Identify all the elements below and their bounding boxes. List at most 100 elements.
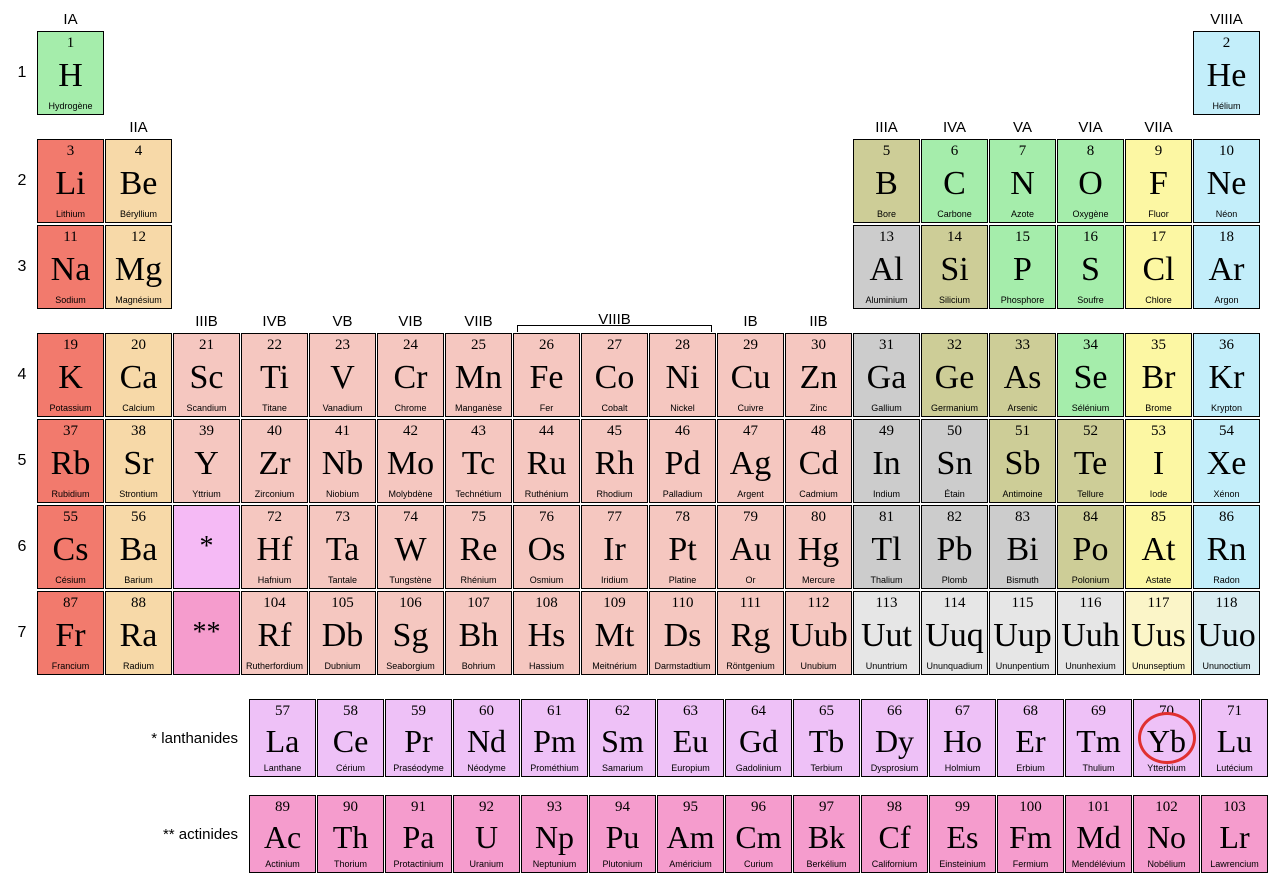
element-At: 85AtAstate: [1125, 505, 1192, 589]
element-Ho: 67HoHolmium: [929, 699, 996, 777]
element-name: Gadolinium: [726, 763, 791, 773]
element-name: Germanium: [922, 403, 987, 413]
element-symbol: Np: [535, 821, 574, 853]
element-Uup: 115UupUnunpentium: [989, 591, 1056, 675]
element-symbol: Tm: [1076, 725, 1120, 757]
element-Sn: 50SnÉtain: [921, 419, 988, 503]
element-name: Or: [718, 575, 783, 585]
element-name: Argon: [1194, 295, 1259, 305]
element-name: Rubidium: [38, 489, 103, 499]
element-Sb: 51SbAntimoine: [989, 419, 1056, 503]
element-name: Actinium: [250, 859, 315, 869]
element-Pu: 94PuPlutonium: [589, 795, 656, 873]
element-name: Praséodyme: [386, 763, 451, 773]
element-name: Néodyme: [454, 763, 519, 773]
group-label-11: IB: [717, 310, 784, 332]
atomic-number: 4: [135, 144, 143, 159]
atomic-number: 106: [399, 596, 422, 611]
element-Pb: 82PbPlomb: [921, 505, 988, 589]
element-Te: 52TeTellure: [1057, 419, 1124, 503]
element-symbol: Ca: [120, 361, 158, 395]
element-Mg: 12MgMagnésium: [105, 225, 172, 309]
atomic-number: 87: [63, 596, 78, 611]
element-Uut: 113UutUnuntrium: [853, 591, 920, 675]
element-name: Hafnium: [242, 575, 307, 585]
element-name: Nobélium: [1134, 859, 1199, 869]
group-label-4: IVB: [241, 310, 308, 332]
period-label-3: 3: [8, 225, 36, 309]
element-symbol: Uut: [861, 619, 912, 653]
element-Zr: 40ZrZirconium: [241, 419, 308, 503]
atomic-number: 18: [1219, 230, 1234, 245]
element-symbol: Es: [947, 821, 979, 853]
element-name: Fluor: [1126, 209, 1191, 219]
period-label-5: 5: [8, 419, 36, 503]
element-Uuq: 114UuqUnunquadium: [921, 591, 988, 675]
series-label: ** actinides: [8, 795, 248, 873]
atomic-number: 100: [1019, 800, 1042, 815]
element-Sg: 106SgSeaborgium: [377, 591, 444, 675]
element-symbol: Y: [194, 447, 219, 481]
element-name: Lawrencium: [1202, 859, 1267, 869]
element-Uuh: 116UuhUnunhexium: [1057, 591, 1124, 675]
element-symbol: Ni: [666, 361, 700, 395]
atomic-number: 47: [743, 424, 758, 439]
element-symbol: Pd: [665, 447, 701, 481]
element-symbol: Lr: [1219, 821, 1249, 853]
element-name: Thulium: [1066, 763, 1131, 773]
atomic-number: 51: [1015, 424, 1030, 439]
element-symbol: Bi: [1006, 533, 1038, 567]
element-name: Étain: [922, 489, 987, 499]
element-symbol: Bk: [808, 821, 845, 853]
element-symbol: Mn: [455, 361, 502, 395]
atomic-number: 67: [955, 704, 970, 719]
element-Br: 35BrBrome: [1125, 333, 1192, 417]
element-Rg: 111RgRöntgenium: [717, 591, 784, 675]
element-symbol: Uuo: [1197, 619, 1256, 653]
element-Bh: 107BhBohrium: [445, 591, 512, 675]
atomic-number: 44: [539, 424, 554, 439]
atomic-number: 103: [1223, 800, 1246, 815]
atomic-number: 20: [131, 338, 146, 353]
element-B: 5BBore: [853, 139, 920, 223]
element-Md: 101MdMendélévium: [1065, 795, 1132, 873]
element-name: Technétium: [446, 489, 511, 499]
element-symbol: Gd: [739, 725, 778, 757]
element-Na: 11NaSodium: [37, 225, 104, 309]
element-La: 57LaLanthane: [249, 699, 316, 777]
atomic-number: 19: [63, 338, 78, 353]
element-Bk: 97BkBerkélium: [793, 795, 860, 873]
atomic-number: 35: [1151, 338, 1166, 353]
atomic-number: 88: [131, 596, 146, 611]
element-symbol: Er: [1015, 725, 1045, 757]
atomic-number: 42: [403, 424, 418, 439]
atomic-number: 7: [1019, 144, 1027, 159]
element-symbol: Ta: [326, 533, 360, 567]
element-Hf: 72HfHafnium: [241, 505, 308, 589]
element-symbol: Ho: [943, 725, 982, 757]
element-Tl: 81TlThalium: [853, 505, 920, 589]
element-symbol: O: [1078, 167, 1103, 201]
atomic-number: 90: [343, 800, 358, 815]
element-name: Béryllium: [106, 209, 171, 219]
element-Sc: 21ScScandium: [173, 333, 240, 417]
group-label-6: VIB: [377, 310, 444, 332]
element-symbol: Uub: [789, 619, 848, 653]
element-Lr: 103 Lr Lawrencium: [1201, 795, 1268, 873]
element-Zn: 30ZnZinc: [785, 333, 852, 417]
lanthanides-row: * lanthanides57LaLanthane58CeCérium59PrP…: [8, 699, 1272, 777]
atomic-number: 29: [743, 338, 758, 353]
atomic-number: 1: [67, 36, 75, 51]
element-name: Lithium: [38, 209, 103, 219]
element-symbol: S: [1081, 253, 1100, 287]
atomic-number: 116: [1080, 596, 1102, 611]
element-He: 2HeHélium: [1193, 31, 1260, 115]
atomic-number: 72: [267, 510, 282, 525]
element-Mn: 25MnManganèse: [445, 333, 512, 417]
element-symbol: Ga: [867, 361, 907, 395]
atomic-number: 14: [947, 230, 962, 245]
atomic-number: 40: [267, 424, 282, 439]
atomic-number: 71: [1227, 704, 1242, 719]
element-Os: 76OsOsmium: [513, 505, 580, 589]
element-symbol: Ra: [120, 619, 158, 653]
